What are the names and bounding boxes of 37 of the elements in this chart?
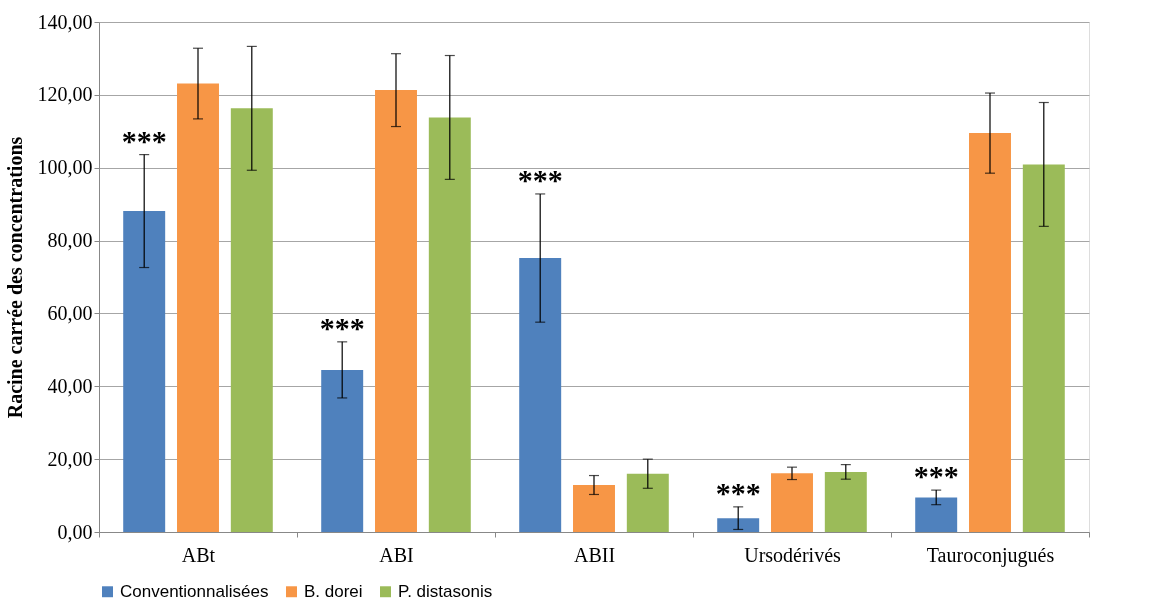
y-tick-label: 60,00	[47, 301, 93, 324]
bar	[717, 518, 760, 532]
bar	[123, 211, 166, 532]
y-tick-label: 80,00	[47, 229, 93, 252]
y-tick-label: 0,00	[57, 520, 93, 543]
bar	[519, 258, 562, 532]
y-tick-label: 140,00	[37, 10, 93, 33]
annotation: ***	[121, 123, 167, 157]
x-tick-label: Ursodérivés	[744, 543, 842, 566]
annotation: ***	[715, 475, 761, 509]
bar	[771, 473, 813, 532]
bar	[626, 473, 669, 532]
y-tick-label: 120,00	[37, 83, 93, 106]
y-tick-label: 40,00	[47, 374, 93, 397]
bar	[573, 485, 615, 532]
bar	[824, 471, 867, 532]
annotation: ***	[913, 459, 959, 493]
annotation: ***	[517, 162, 563, 196]
bar	[1022, 164, 1065, 532]
bar	[428, 117, 471, 532]
x-tick-label: Tauroconjugués	[926, 543, 1055, 567]
legend-label: Conventionnalisées	[120, 581, 269, 601]
bar	[321, 369, 364, 532]
y-tick-label: 100,00	[37, 156, 93, 179]
x-tick-label: ABII	[573, 543, 616, 566]
legend-label: B. dorei	[304, 581, 363, 601]
bar	[969, 133, 1011, 532]
bar	[177, 83, 219, 532]
bar	[230, 108, 273, 532]
x-tick-label: ABt	[181, 543, 216, 566]
legend-label: P. distasonis	[398, 581, 493, 601]
y-tick-label: 20,00	[47, 447, 93, 470]
x-tick-label: ABI	[379, 543, 414, 566]
bar	[375, 90, 417, 532]
y-axis-title: Racine carrée des concentrations	[3, 136, 26, 419]
annotation: ***	[319, 310, 365, 344]
bar	[915, 497, 958, 532]
